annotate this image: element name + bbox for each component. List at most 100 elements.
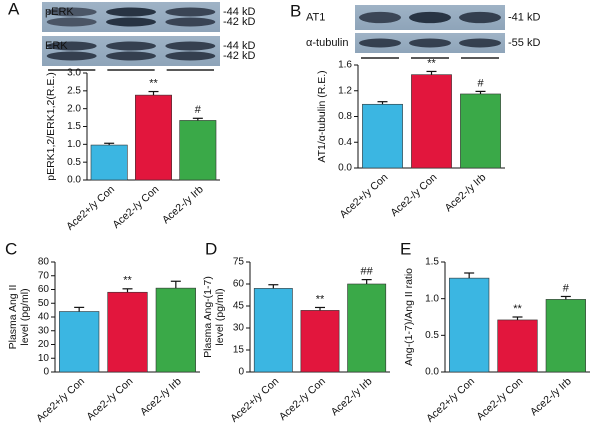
blot-band	[409, 38, 451, 48]
bar	[107, 291, 148, 373]
y-tick-label: 20	[38, 339, 50, 350]
y-axis-label: Plasma Ang II	[7, 285, 19, 350]
significance: **	[513, 303, 522, 315]
blot-band	[46, 17, 97, 27]
blot-label: ERK	[45, 40, 68, 52]
bar	[90, 144, 128, 181]
blot-label: α-tubulin	[306, 37, 348, 49]
x-tick-label: Ace2+/y Con	[337, 171, 390, 220]
significance: **	[316, 293, 325, 305]
y-tick-label: 1.5	[425, 257, 439, 268]
y-tick-label: 0.0	[425, 367, 439, 378]
significance: #	[563, 282, 570, 294]
bar	[59, 311, 100, 373]
bar	[253, 288, 293, 373]
bar	[135, 94, 172, 181]
y-tick-label: 45	[233, 301, 245, 312]
y-tick-label: 70	[38, 270, 50, 281]
blot-band	[165, 41, 216, 51]
blot-band	[165, 17, 216, 27]
blot-marker: -55 kD	[508, 37, 540, 49]
y-tick-label: 10	[38, 353, 50, 364]
y-tick-label: 2.5	[67, 85, 81, 96]
significance: #	[195, 104, 202, 116]
x-tick-label: Ace2-/y Con	[277, 375, 328, 423]
panel-letter: B	[290, 1, 301, 20]
bar	[545, 299, 586, 373]
y-tick-label: 30	[233, 323, 245, 334]
y-axis-label: level (pg/ml)	[19, 288, 31, 345]
x-tick-label: Ace2-/y Con	[388, 171, 439, 219]
x-tick-label: Ace2-/y Irb	[443, 171, 489, 214]
bar	[179, 120, 217, 181]
y-tick-label: 3.0	[67, 68, 81, 79]
y-axis-label: Plasma Ang-(1-7)	[202, 276, 214, 358]
blot	[42, 2, 220, 32]
y-tick-label: 0.8	[338, 111, 352, 122]
y-tick-label: 75	[233, 257, 245, 268]
x-tick-label: Ace2-/y Irb	[138, 375, 184, 418]
x-tick-label: Ace2-/y Irb	[528, 375, 574, 418]
y-axis-label: AT1/α-tubulin (R.E.)	[316, 70, 328, 162]
y-tick-label: 1.0	[425, 293, 439, 304]
blot-band	[409, 11, 451, 24]
x-tick-label: Ace2+/y Con	[424, 375, 477, 424]
bar	[347, 283, 387, 373]
y-tick-label: 60	[233, 279, 245, 290]
y-tick-label: 0	[238, 367, 244, 378]
y-axis-label: level (pg/ml)	[214, 288, 226, 345]
blot-marker: -41 kD	[508, 11, 540, 23]
blot-marker: -42 kD	[223, 16, 255, 28]
y-tick-label: 0	[43, 367, 49, 378]
panel-letter: C	[5, 239, 17, 258]
bar	[300, 310, 340, 373]
y-tick-label: 0.5	[67, 157, 81, 168]
y-tick-label: 60	[38, 284, 50, 295]
x-tick-label: Ace2+/y Con	[64, 183, 117, 232]
y-axis-label: Ang-(1-7)/Ang II ratio	[403, 268, 415, 366]
y-tick-label: 50	[38, 298, 50, 309]
y-axis-label: pERK1,2/ERK1,2(R.E.)	[45, 72, 57, 181]
y-tick-label: 0.0	[338, 163, 352, 174]
blot-band	[106, 51, 156, 61]
significance: ##	[361, 266, 374, 278]
x-tick-label: Ace2-/y Irb	[329, 375, 375, 418]
y-tick-label: 1.2	[338, 85, 352, 96]
panel-letter: E	[400, 239, 411, 258]
blot-band	[46, 7, 97, 17]
x-tick-label: Ace2-/y Con	[110, 183, 161, 231]
bar	[497, 319, 538, 373]
blot-band	[46, 41, 97, 51]
blot-band	[359, 38, 401, 48]
blot-band	[106, 7, 156, 17]
panel-letter: D	[205, 239, 217, 258]
blot-band	[459, 11, 501, 24]
y-tick-label: 30	[38, 325, 50, 336]
blot-label: AT1	[306, 11, 325, 23]
blot-band	[459, 38, 501, 48]
x-tick-label: Ace2-/y Irb	[160, 183, 206, 226]
bar	[460, 93, 501, 169]
blot-marker: -42 kD	[223, 50, 255, 62]
y-tick-label: 1.6	[338, 60, 352, 71]
y-tick-label: 1.0	[67, 139, 81, 150]
blot-marker: -44 kD	[223, 40, 255, 52]
x-tick-label: Ace2-/y Con	[474, 375, 525, 423]
blot-band	[359, 11, 401, 24]
significance: **	[149, 77, 158, 89]
blot-band	[106, 17, 156, 27]
x-tick-label: Ace2+/y Con	[228, 375, 281, 424]
blot-band	[46, 51, 97, 61]
blot-band	[165, 51, 216, 61]
blot	[42, 36, 220, 66]
x-tick-label: Ace2-/y Con	[84, 375, 135, 423]
panel-letter: A	[8, 0, 20, 18]
y-tick-label: 0.5	[425, 330, 439, 341]
y-tick-label: 40	[38, 312, 50, 323]
y-tick-label: 2.0	[67, 103, 81, 114]
bar	[362, 103, 403, 169]
y-tick-label: 0.4	[338, 137, 352, 148]
blot-band	[106, 41, 156, 51]
y-tick-label: 0.0	[67, 175, 81, 186]
